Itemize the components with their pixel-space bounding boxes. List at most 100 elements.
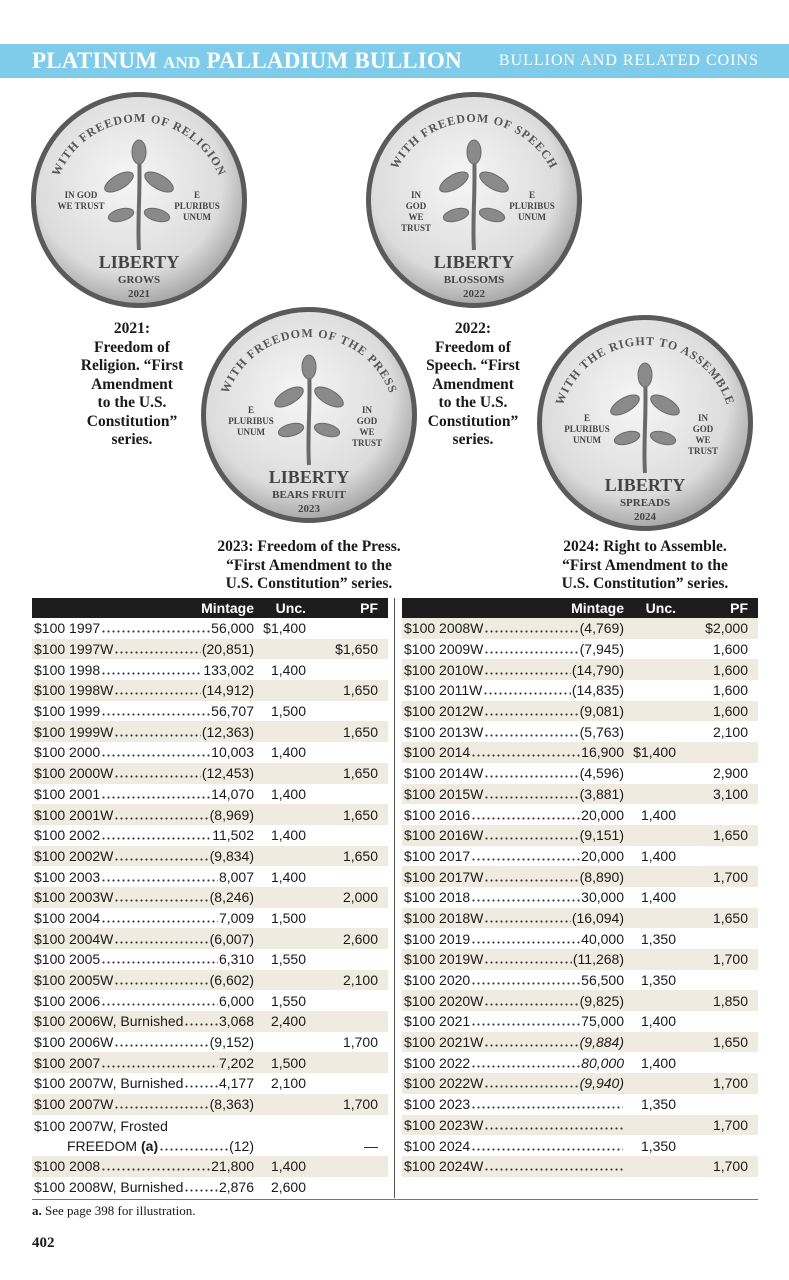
row-label-text: $100 2017 — [404, 847, 471, 864]
caption-2024: 2024: Right to Assemble. “First Amendmen… — [561, 538, 729, 592]
table-row: $100 2024 1,350 — [402, 1135, 758, 1156]
row-label: $100 2007 7,202 — [32, 1055, 254, 1071]
row-label-text: $100 2022 — [404, 1054, 471, 1071]
table-row: $100 2016W (9,151) 1,650 — [402, 824, 758, 846]
row-label: $100 2018W (16,094) — [402, 910, 624, 926]
mintage-value: (9,884) — [579, 1034, 624, 1051]
row-label-text: $100 2000W — [34, 765, 114, 782]
dot-leader — [471, 850, 581, 861]
dot-leader — [101, 706, 211, 717]
table-row: $100 2019 40,000 1,350 — [402, 928, 758, 949]
mintage-value: 56,707 — [211, 703, 254, 720]
row-label-text: $100 2023W — [404, 1116, 484, 1133]
footer-rule — [32, 1199, 758, 1200]
mintage-value: 133,002 — [203, 661, 254, 678]
row-label-text: $100 1999 — [34, 703, 101, 720]
table-row: $100 2018W (16,094) 1,650 — [402, 907, 758, 929]
unc-value: 1,400 — [270, 744, 306, 761]
table-row: $100 2021 75,000 1,400 — [402, 1011, 758, 1032]
table-row: $100 1997 56,000 $1,400 — [32, 618, 388, 639]
coin-liberty: LIBERTY — [434, 252, 514, 272]
dot-leader — [471, 1016, 581, 1027]
pf-value: 1,650 — [342, 765, 378, 782]
table-row: $100 2007W, Burnished 4,177 2,100 — [32, 1073, 388, 1094]
coin-motto-right: TRUST — [688, 446, 718, 456]
pf-value: 1,700 — [712, 1075, 748, 1092]
dot-leader — [484, 623, 579, 634]
unc-value: 1,400 — [270, 1158, 306, 1175]
row-label-text: $100 2014 — [404, 744, 471, 761]
page-number: 402 — [32, 1235, 55, 1251]
dot-leader — [101, 995, 218, 1006]
mintage-value: 4,177 — [218, 1075, 254, 1092]
row-label: $100 2023W — [402, 1117, 624, 1133]
mintage-value: (14,790) — [571, 661, 624, 678]
row-label: $100 2016 20,000 — [402, 807, 624, 823]
table-row: $100 2016 20,000 1,400 — [402, 804, 758, 825]
col-pf: PF — [730, 600, 748, 616]
dot-leader — [184, 1181, 218, 1192]
table-row: $100 2022W (9,940) 1,700 — [402, 1073, 758, 1094]
mintage-value: 3,068 — [218, 1013, 254, 1030]
table-row: $100 2023W 1,700 — [402, 1114, 758, 1136]
coin-motto-left: E — [248, 405, 254, 415]
row-label-text: $100 2007W — [34, 1096, 114, 1113]
mintage-value: (7,945) — [579, 641, 624, 658]
dot-leader — [114, 644, 201, 655]
coin-motto-left: WE — [408, 212, 423, 222]
pf-value: 2,000 — [342, 889, 378, 906]
mintage-value: 14,070 — [211, 785, 254, 802]
table-row: $100 2009W (7,945) 1,600 — [402, 639, 758, 660]
row-label: $100 2021W (9,884) — [402, 1034, 624, 1050]
row-label: $100 2014 16,900 — [402, 744, 624, 760]
mintage-value: (14,912) — [201, 682, 254, 699]
row-label-text: $100 2011W — [404, 682, 483, 699]
dot-leader — [484, 706, 579, 717]
mintage-value: (14,835) — [571, 682, 624, 699]
unc-value: 1,350 — [640, 930, 676, 947]
table-row: $100 2003 8,007 1,400 — [32, 866, 388, 887]
row-label: $100 2004W (6,007) — [32, 931, 254, 947]
dot-leader — [471, 892, 581, 903]
table-row: $100 2005 6,310 1,550 — [32, 949, 388, 970]
pf-value: 1,650 — [712, 909, 748, 926]
row-label-line1: $100 2007W, Frosted — [34, 1118, 254, 1134]
row-label-line2: FREEDOM (a) (12) — [34, 1138, 254, 1154]
coin-2021: WITH FREEDOM OF RELIGION IN GOD WE TRUST E P… — [29, 90, 249, 310]
coin-2022: WITH FREEDOM OF SPEECH IN GOD WE TRUST E PLURI… — [364, 90, 584, 310]
row-label-text: $100 2014W — [404, 765, 484, 782]
row-label: $100 2023 — [402, 1096, 624, 1112]
mintage-value: (4,769) — [579, 620, 624, 637]
row-label-text: $100 1997W — [34, 641, 114, 658]
table-row: $100 2008W, Burnished 2,876 2,600 — [32, 1177, 388, 1198]
title-part-2: PALLADIUM BULLION — [206, 48, 462, 73]
row-label: $100 2003 8,007 — [32, 869, 254, 885]
unc-value: 1,400 — [270, 868, 306, 885]
row-label-text: $100 2008W, Burnished — [34, 1178, 184, 1195]
coin-motto-right: WE — [359, 427, 374, 437]
row-label: $100 2022 80,000 — [402, 1055, 624, 1071]
mintage-value: (9,152) — [209, 1034, 254, 1051]
dot-leader — [484, 995, 579, 1006]
pf-value: 2,100 — [712, 723, 748, 740]
row-label: $100 2005W (6,602) — [32, 972, 254, 988]
dot-leader — [159, 1140, 229, 1151]
mintage-value: (12,453) — [201, 765, 254, 782]
table-row: $100 2024W 1,700 — [402, 1155, 758, 1177]
mintage-value: (8,246) — [209, 889, 254, 906]
row-label-text: $100 2013W — [404, 723, 484, 740]
table-row: $100 2014W (4,596) 2,900 — [402, 763, 758, 784]
dot-leader — [114, 1037, 209, 1048]
pf-value: 1,650 — [712, 1034, 748, 1051]
dot-leader — [471, 975, 581, 986]
coin-motto-right: PLURIBUS — [174, 201, 220, 211]
row-label: $100 2024W — [402, 1158, 624, 1174]
row-label-text: $100 2007W, Burnished — [34, 1075, 184, 1092]
mintage-value: 75,000 — [581, 1013, 624, 1030]
coin-motto-left: WE TRUST — [57, 201, 104, 211]
row-label-text: $100 2004 — [34, 909, 101, 926]
pf-value: 1,700 — [342, 1096, 378, 1113]
table-row: $100 2013W (5,763) 2,100 — [402, 721, 758, 742]
coin-motto-right: E — [194, 190, 200, 200]
row-label: $100 2004 7,009 — [32, 910, 254, 926]
